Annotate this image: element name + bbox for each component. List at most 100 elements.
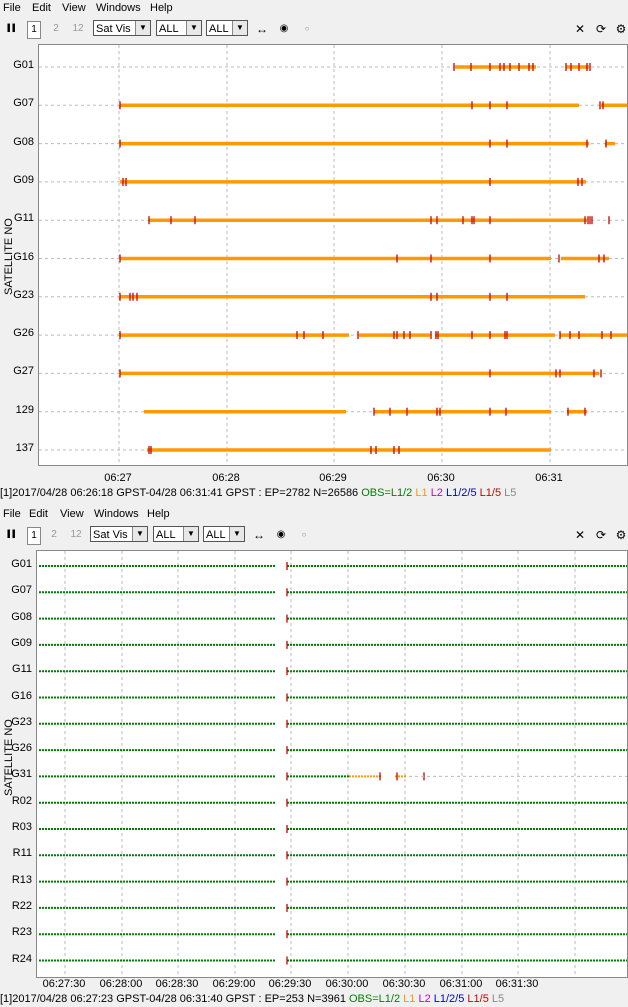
dot-icon[interactable]: ○ (304, 24, 310, 33)
y-tick-label: G07 (11, 584, 32, 597)
y-tick-label: 137 (15, 442, 34, 454)
y-tick-label: G01 (13, 59, 34, 71)
y-tick-label: R11 (12, 847, 32, 860)
y-tick-label: G23 (11, 715, 32, 728)
menu-file[interactable]: File (3, 2, 21, 14)
receiver-1-button[interactable]: 1 (27, 527, 41, 545)
y-tick-label: G08 (13, 135, 34, 148)
y-tick-label: G16 (11, 689, 32, 702)
chevron-down-icon: ▼ (135, 21, 150, 35)
system-value: ALL (156, 529, 176, 541)
satellite-value: ALL (206, 529, 226, 541)
chevron-down-icon: ▼ (132, 527, 147, 541)
receiver-12-button[interactable]: 12 (72, 23, 84, 34)
system-value: ALL (159, 23, 179, 35)
system-select[interactable]: ALL ▼ (153, 526, 199, 542)
plot-type-select[interactable]: Sat Vis ▼ (90, 526, 148, 542)
satellite-select[interactable]: ALL ▼ (206, 20, 248, 36)
close-icon[interactable]: ✕ (574, 22, 586, 36)
y-tick-label: G09 (13, 173, 34, 186)
y-axis-title: SATELLITE NO (3, 719, 15, 796)
y-tick-label: G27 (13, 365, 34, 378)
x-tick-label: 06:30:00 (325, 978, 369, 990)
x-tick-label: 06:30 (427, 472, 455, 484)
legend-l5: L5 (504, 487, 517, 499)
center-icon[interactable]: ◉ (276, 529, 286, 540)
y-tick-label: R03 (11, 821, 32, 833)
toolbar: ▐▐ 1 2 12 Sat Vis ▼ ALL ▼ ALL ▼ ↔ ◉ ○ ✕ ⟳ ⚙ (0, 18, 628, 40)
receiver-2-button[interactable]: 2 (53, 23, 59, 34)
x-tick-label: 06:29:00 (212, 978, 256, 990)
center-icon[interactable]: ◉ (279, 23, 289, 34)
menu-view[interactable]: View (62, 2, 86, 14)
refresh-icon[interactable]: ⟳ (595, 528, 607, 542)
menu-bar: File Edit View Windows Help (0, 506, 628, 524)
status-text: [1]2017/04/28 06:26:18 GPST-04/28 06:31:… (0, 487, 362, 499)
legend-l15: L1/5 (479, 487, 502, 499)
plot-type-select[interactable]: Sat Vis ▼ (93, 20, 151, 36)
top-plot-area[interactable] (38, 44, 628, 466)
x-tick-label: 06:31 (535, 472, 563, 484)
gear-icon[interactable]: ⚙ (615, 22, 627, 36)
y-tick-label: G08 (11, 610, 32, 623)
fit-horizontal-icon[interactable]: ↔ (256, 22, 268, 36)
legend-l15: L1/5 (467, 993, 489, 1005)
legend-l1: L1 (403, 993, 416, 1005)
menu-windows[interactable]: Windows (94, 508, 139, 520)
legend-l2: L2 (430, 487, 443, 499)
bottom-plot-area[interactable] (36, 550, 628, 978)
menu-help[interactable]: Help (147, 508, 170, 520)
legend-l125: L1/2/5 (433, 993, 465, 1005)
menu-view[interactable]: View (60, 508, 84, 520)
legend-l2: L2 (418, 993, 431, 1005)
y-tick-label: G11 (12, 663, 32, 676)
menu-bar: File Edit View Windows Help (0, 0, 628, 18)
y-tick-label: G07 (13, 97, 34, 110)
top-status-bar: [1]2017/04/28 06:26:18 GPST-04/28 06:31:… (0, 486, 628, 500)
y-tick-label: R13 (11, 873, 32, 886)
satellite-select[interactable]: ALL ▼ (203, 526, 245, 542)
legend-l5: L5 (491, 993, 505, 1005)
y-tick-label: G09 (11, 636, 32, 649)
fit-horizontal-icon[interactable]: ↔ (253, 528, 265, 542)
x-tick-label: 06:31:30 (495, 978, 539, 990)
gear-icon[interactable]: ⚙ (615, 528, 627, 542)
menu-windows[interactable]: Windows (96, 2, 141, 14)
y-tick-label: R23 (11, 926, 32, 939)
receiver-12-button[interactable]: 12 (70, 529, 82, 540)
pause-button[interactable]: ▐▐ (5, 531, 15, 538)
receiver-2-button[interactable]: 2 (51, 529, 57, 540)
dot-icon[interactable]: ○ (301, 530, 307, 539)
satellite-value: ALL (209, 23, 229, 35)
chevron-down-icon: ▼ (186, 21, 201, 35)
x-tick-label: 06:29:30 (268, 978, 312, 990)
y-tick-label: G11 (14, 212, 34, 225)
menu-edit[interactable]: Edit (29, 508, 48, 520)
y-tick-label: G16 (13, 250, 34, 263)
close-icon[interactable]: ✕ (574, 528, 586, 542)
y-tick-label: G23 (13, 288, 34, 301)
y-tick-label: G26 (13, 327, 34, 340)
legend-l1: L1 (415, 487, 428, 499)
status-text: [1]2017/04/28 06:27:23 GPST-04/28 06:31:… (0, 993, 349, 1005)
y-tick-label: 129 (15, 403, 34, 416)
menu-help[interactable]: Help (150, 2, 173, 14)
x-tick-label: 06:29 (319, 472, 347, 484)
menu-edit[interactable]: Edit (32, 2, 51, 14)
bottom-status-bar: [1]2017/04/28 06:27:23 GPST-04/28 06:31:… (0, 992, 628, 1006)
y-tick-label: G01 (11, 558, 32, 570)
system-select[interactable]: ALL ▼ (156, 20, 202, 36)
x-tick-label: 06:28:00 (99, 978, 143, 990)
bottom-vis-chart (39, 551, 627, 977)
receiver-1-button[interactable]: 1 (27, 21, 41, 39)
plot-type-value: Sat Vis (93, 529, 128, 541)
legend-obs: OBS=L1/2 (349, 993, 401, 1005)
plot-type-value: Sat Vis (96, 23, 131, 35)
top-vis-chart (39, 45, 627, 465)
x-tick-label: 06:28:30 (155, 978, 199, 990)
bottom-panel: File Edit View Windows Help ▐▐ 1 2 12 Sa… (0, 506, 628, 1007)
menu-file[interactable]: File (3, 508, 21, 520)
x-tick-label: 06:27:30 (42, 978, 86, 990)
refresh-icon[interactable]: ⟳ (595, 22, 607, 36)
pause-button[interactable]: ▐▐ (5, 25, 15, 32)
